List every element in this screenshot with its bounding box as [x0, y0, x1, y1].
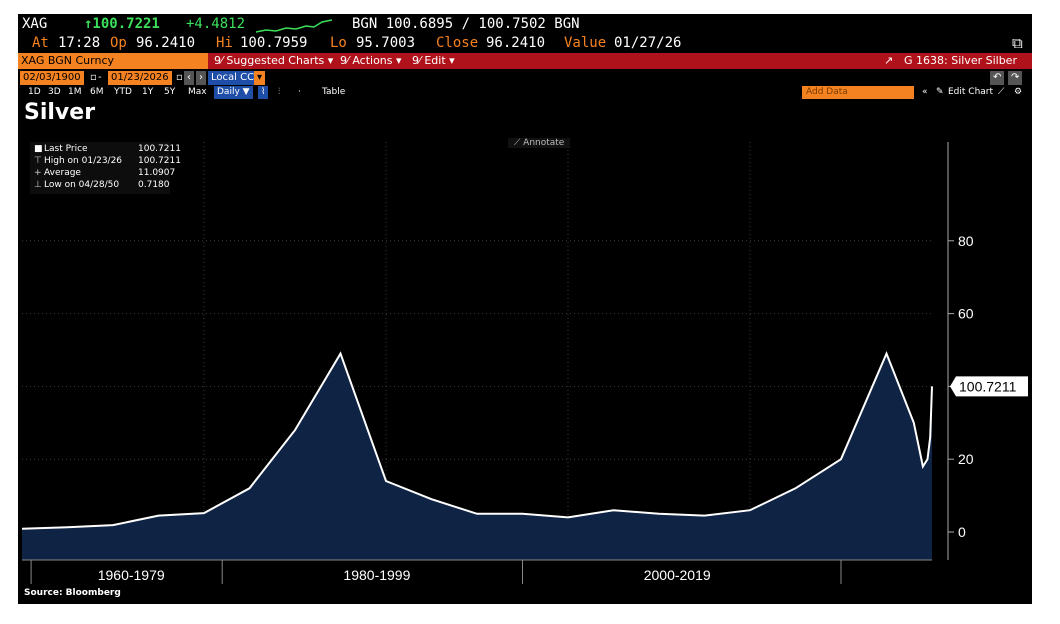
- legend-average-value: 11.0907: [138, 168, 176, 178]
- open-value: 96.2410: [136, 35, 196, 51]
- collapse-icon[interactable]: «: [922, 87, 928, 97]
- next-arrow-icon[interactable]: ›: [196, 71, 206, 85]
- at-label: At: [32, 35, 49, 51]
- x-period-label: 2000-2019: [644, 567, 711, 583]
- legend-average-label: Average: [44, 168, 81, 178]
- period-5y[interactable]: 5Y: [164, 87, 176, 97]
- period-6m[interactable]: 6M: [90, 87, 104, 97]
- suggested-charts-button[interactable]: 9⁄ Suggested Charts ▾: [214, 54, 334, 67]
- table-button[interactable]: Table: [322, 87, 346, 97]
- y-tick-label: 80: [958, 233, 974, 249]
- actions-button[interactable]: 9⁄ Actions ▾: [340, 54, 402, 67]
- legend-last-label: Last Price: [44, 144, 88, 154]
- last-price: ↑100.7221: [84, 16, 160, 32]
- close-label: Close: [436, 35, 479, 51]
- close-value: 96.2410: [486, 35, 546, 51]
- average-marker-icon: +: [34, 168, 42, 178]
- chart-link-icon[interactable]: ↗: [884, 54, 894, 67]
- frequency-select[interactable]: Daily ▼: [214, 86, 253, 99]
- line-style-icon[interactable]: ⌇: [258, 86, 269, 99]
- date-separator: -: [98, 72, 102, 83]
- edit-chart-button[interactable]: Edit Chart: [948, 87, 994, 97]
- source-note: Source: Bloomberg: [24, 588, 121, 598]
- add-data-input[interactable]: Add Data: [802, 86, 914, 99]
- open-label: Op: [110, 35, 127, 51]
- redo-icon[interactable]: ↷: [1008, 71, 1023, 85]
- legend-last-price: ■ Last Price 100.7211: [34, 144, 181, 156]
- undo-icon[interactable]: ↶: [990, 71, 1005, 85]
- low-value: 95.7003: [356, 35, 416, 51]
- toolbar: XAG BGN Curncy 9⁄ Suggested Charts ▾ 9⁄ …: [18, 53, 1032, 69]
- low-label: Lo: [330, 35, 347, 51]
- legend-last-value: 100.7211: [138, 144, 181, 154]
- price-line: [21, 350, 933, 530]
- currency-dropdown-icon[interactable]: ▾: [254, 71, 266, 85]
- legend-square-icon: ■: [34, 144, 43, 154]
- value-label: Value: [564, 35, 607, 51]
- popout-icon[interactable]: ⧉: [1012, 34, 1023, 52]
- high-value: 100.7959: [240, 35, 308, 51]
- start-date-field[interactable]: 02/03/1900: [20, 71, 84, 85]
- chart-legend: ■ Last Price 100.7211 ⊤ High on 01/23/26…: [30, 142, 181, 194]
- period-max[interactable]: Max: [188, 87, 207, 97]
- quote-line-1: XAG ↑100.7221 +4.4812 BGN 100.6895 / 100…: [18, 16, 1032, 36]
- settings-gear-icon[interactable]: ⚙: [1014, 87, 1023, 97]
- date-range-bar: 02/03/1900 ▫ - 01/23/2026 ▫ ‹ › Local CC…: [18, 71, 1032, 85]
- value-date: 01/27/26: [614, 35, 682, 51]
- period-1y[interactable]: 1Y: [142, 87, 154, 97]
- silver-price-chart: 020406080100.72111960-19791980-19992000-…: [21, 142, 1028, 584]
- sparkline-icon: [256, 19, 332, 33]
- bar-style-icon[interactable]: ⫶: [278, 87, 281, 97]
- bid-ask: BGN 100.6895 / 100.7502 BGN: [352, 16, 580, 32]
- legend-high-label: High on 01/23/26: [44, 156, 123, 166]
- y-tick-label: 20: [958, 451, 974, 467]
- draw-icon[interactable]: ⟋: [998, 87, 1005, 97]
- edit-button[interactable]: 9⁄ Edit ▾: [412, 54, 455, 67]
- x-period-label: 1960-1979: [98, 567, 165, 583]
- last-value-label: 100.7211: [959, 378, 1017, 394]
- legend-low: ⊥ Low on 04/28/50 0.7180: [34, 180, 170, 192]
- edit-chart-icon[interactable]: ✎: [936, 87, 944, 97]
- prev-arrow-icon[interactable]: ‹: [184, 71, 194, 85]
- period-1d[interactable]: 1D: [28, 87, 41, 97]
- chart-title: Silver: [24, 100, 96, 125]
- chart-name: G 1638: Silver Silber: [904, 54, 1017, 67]
- currency-select[interactable]: Local CCY: [208, 71, 263, 85]
- calendar-icon[interactable]: ▫: [90, 72, 97, 83]
- security-field[interactable]: XAG BGN Curncy: [18, 53, 208, 69]
- legend-low-value: 0.7180: [138, 180, 170, 190]
- bloomberg-terminal: XAG ↑100.7221 +4.4812 BGN 100.6895 / 100…: [18, 14, 1032, 604]
- high-label: Hi: [216, 35, 233, 51]
- period-1m[interactable]: 1M: [68, 87, 82, 97]
- price-change: +4.4812: [186, 16, 246, 32]
- period-3d[interactable]: 3D: [48, 87, 61, 97]
- quote-line-2: At 17:28 Op 96.2410 Hi 100.7959 Lo 95.70…: [18, 34, 1032, 53]
- more-icon[interactable]: ·: [298, 87, 301, 97]
- calendar-icon[interactable]: ▫: [176, 72, 183, 83]
- at-time: 17:28: [58, 35, 101, 51]
- period-bar: 1D 3D 1M 6M YTD 1Y 5Y Max Daily ▼ ⌇ ⫶ · …: [18, 86, 1032, 99]
- y-tick-label: 0: [958, 524, 966, 540]
- low-marker-icon: ⊥: [34, 180, 42, 190]
- period-ytd[interactable]: YTD: [114, 87, 132, 97]
- ticker: XAG: [22, 16, 48, 32]
- legend-average: + Average 11.0907: [34, 168, 175, 180]
- last-value-tag: [950, 376, 1028, 397]
- legend-high-value: 100.7211: [138, 156, 181, 166]
- end-date-field[interactable]: 01/23/2026: [108, 71, 172, 85]
- annotate-button[interactable]: ⟋ Annotate: [508, 138, 571, 148]
- y-tick-label: 60: [958, 306, 974, 322]
- legend-high: ⊤ High on 01/23/26 100.7211: [34, 156, 181, 168]
- legend-low-label: Low on 04/28/50: [44, 180, 120, 190]
- x-period-label: 1980-1999: [343, 567, 410, 583]
- price-area: [22, 353, 932, 560]
- high-marker-icon: ⊤: [34, 156, 42, 166]
